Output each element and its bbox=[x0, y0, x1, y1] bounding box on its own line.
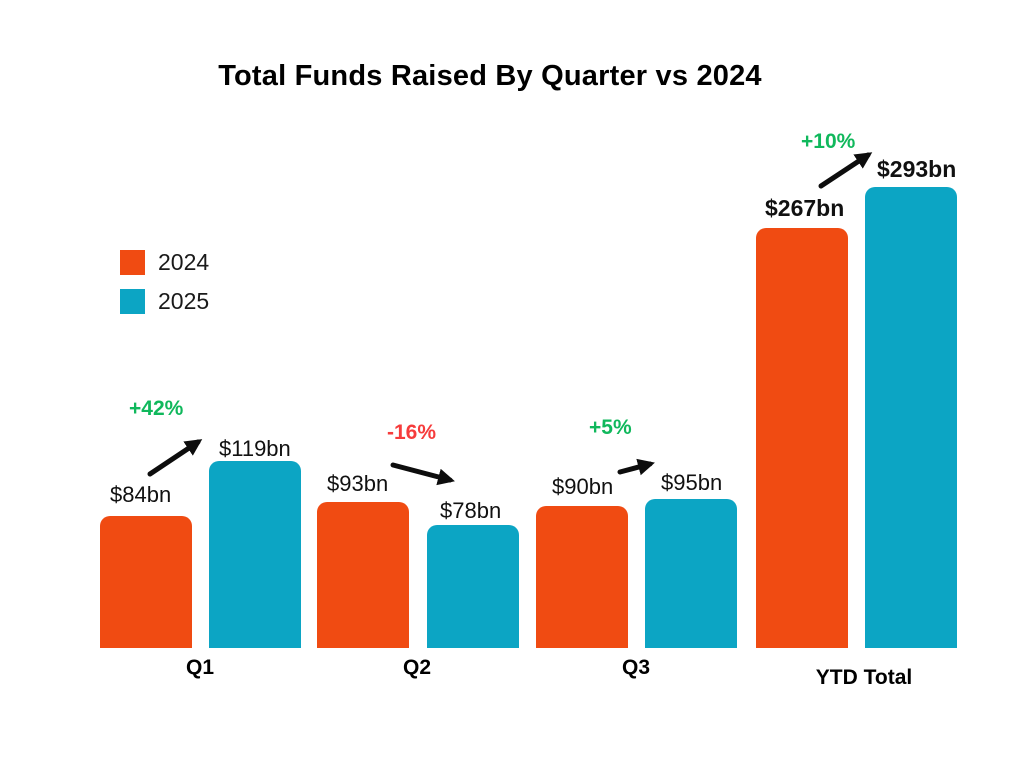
bar-q2-2024 bbox=[317, 502, 409, 648]
bar-ytd-2024 bbox=[756, 228, 848, 648]
value-label-q2-2024: $93bn bbox=[327, 471, 389, 496]
bar-q3-2024 bbox=[536, 506, 628, 648]
trend-arrow-ytd bbox=[818, 152, 873, 189]
trend-arrow-q3 bbox=[617, 458, 655, 476]
value-label-q3-2024: $90bn bbox=[552, 474, 614, 499]
chart-title: Total Funds Raised By Quarter vs 2024 bbox=[218, 60, 762, 92]
x-axis-label-q2: Q2 bbox=[402, 656, 431, 679]
legend-label-2025: 2025 bbox=[158, 288, 210, 314]
bar-q2-2025 bbox=[427, 525, 519, 648]
value-label-q1-2024: $84bn bbox=[110, 482, 172, 507]
x-axis-label-q3: Q3 bbox=[621, 656, 650, 679]
bar-ytd-2025 bbox=[865, 187, 957, 648]
legend-swatch-2025 bbox=[120, 289, 145, 314]
bar-q1-2025 bbox=[209, 461, 301, 648]
value-label-q3-2025: $95bn bbox=[661, 470, 723, 495]
pct-change-ytd: +10% bbox=[801, 130, 856, 153]
legend-label-2024: 2024 bbox=[158, 249, 210, 275]
x-axis-label-ytd: YTD Total bbox=[815, 666, 913, 689]
value-label-ytd-2024: $267bn bbox=[765, 195, 845, 221]
bar-q1-2024 bbox=[100, 516, 192, 648]
value-label-q2-2025: $78bn bbox=[440, 498, 502, 523]
pct-change-q1: +42% bbox=[129, 397, 184, 420]
trend-arrow-q1 bbox=[147, 439, 203, 477]
legend-swatch-2024 bbox=[120, 250, 145, 275]
pct-change-q3: +5% bbox=[589, 416, 632, 439]
x-axis-label-q1: Q1 bbox=[185, 656, 214, 679]
pct-change-q2: -16% bbox=[387, 421, 437, 444]
trend-arrow-q2 bbox=[390, 462, 455, 486]
bar-q3-2025 bbox=[645, 499, 737, 648]
value-label-q1-2025: $119bn bbox=[219, 436, 291, 461]
value-label-ytd-2025: $293bn bbox=[877, 156, 957, 182]
